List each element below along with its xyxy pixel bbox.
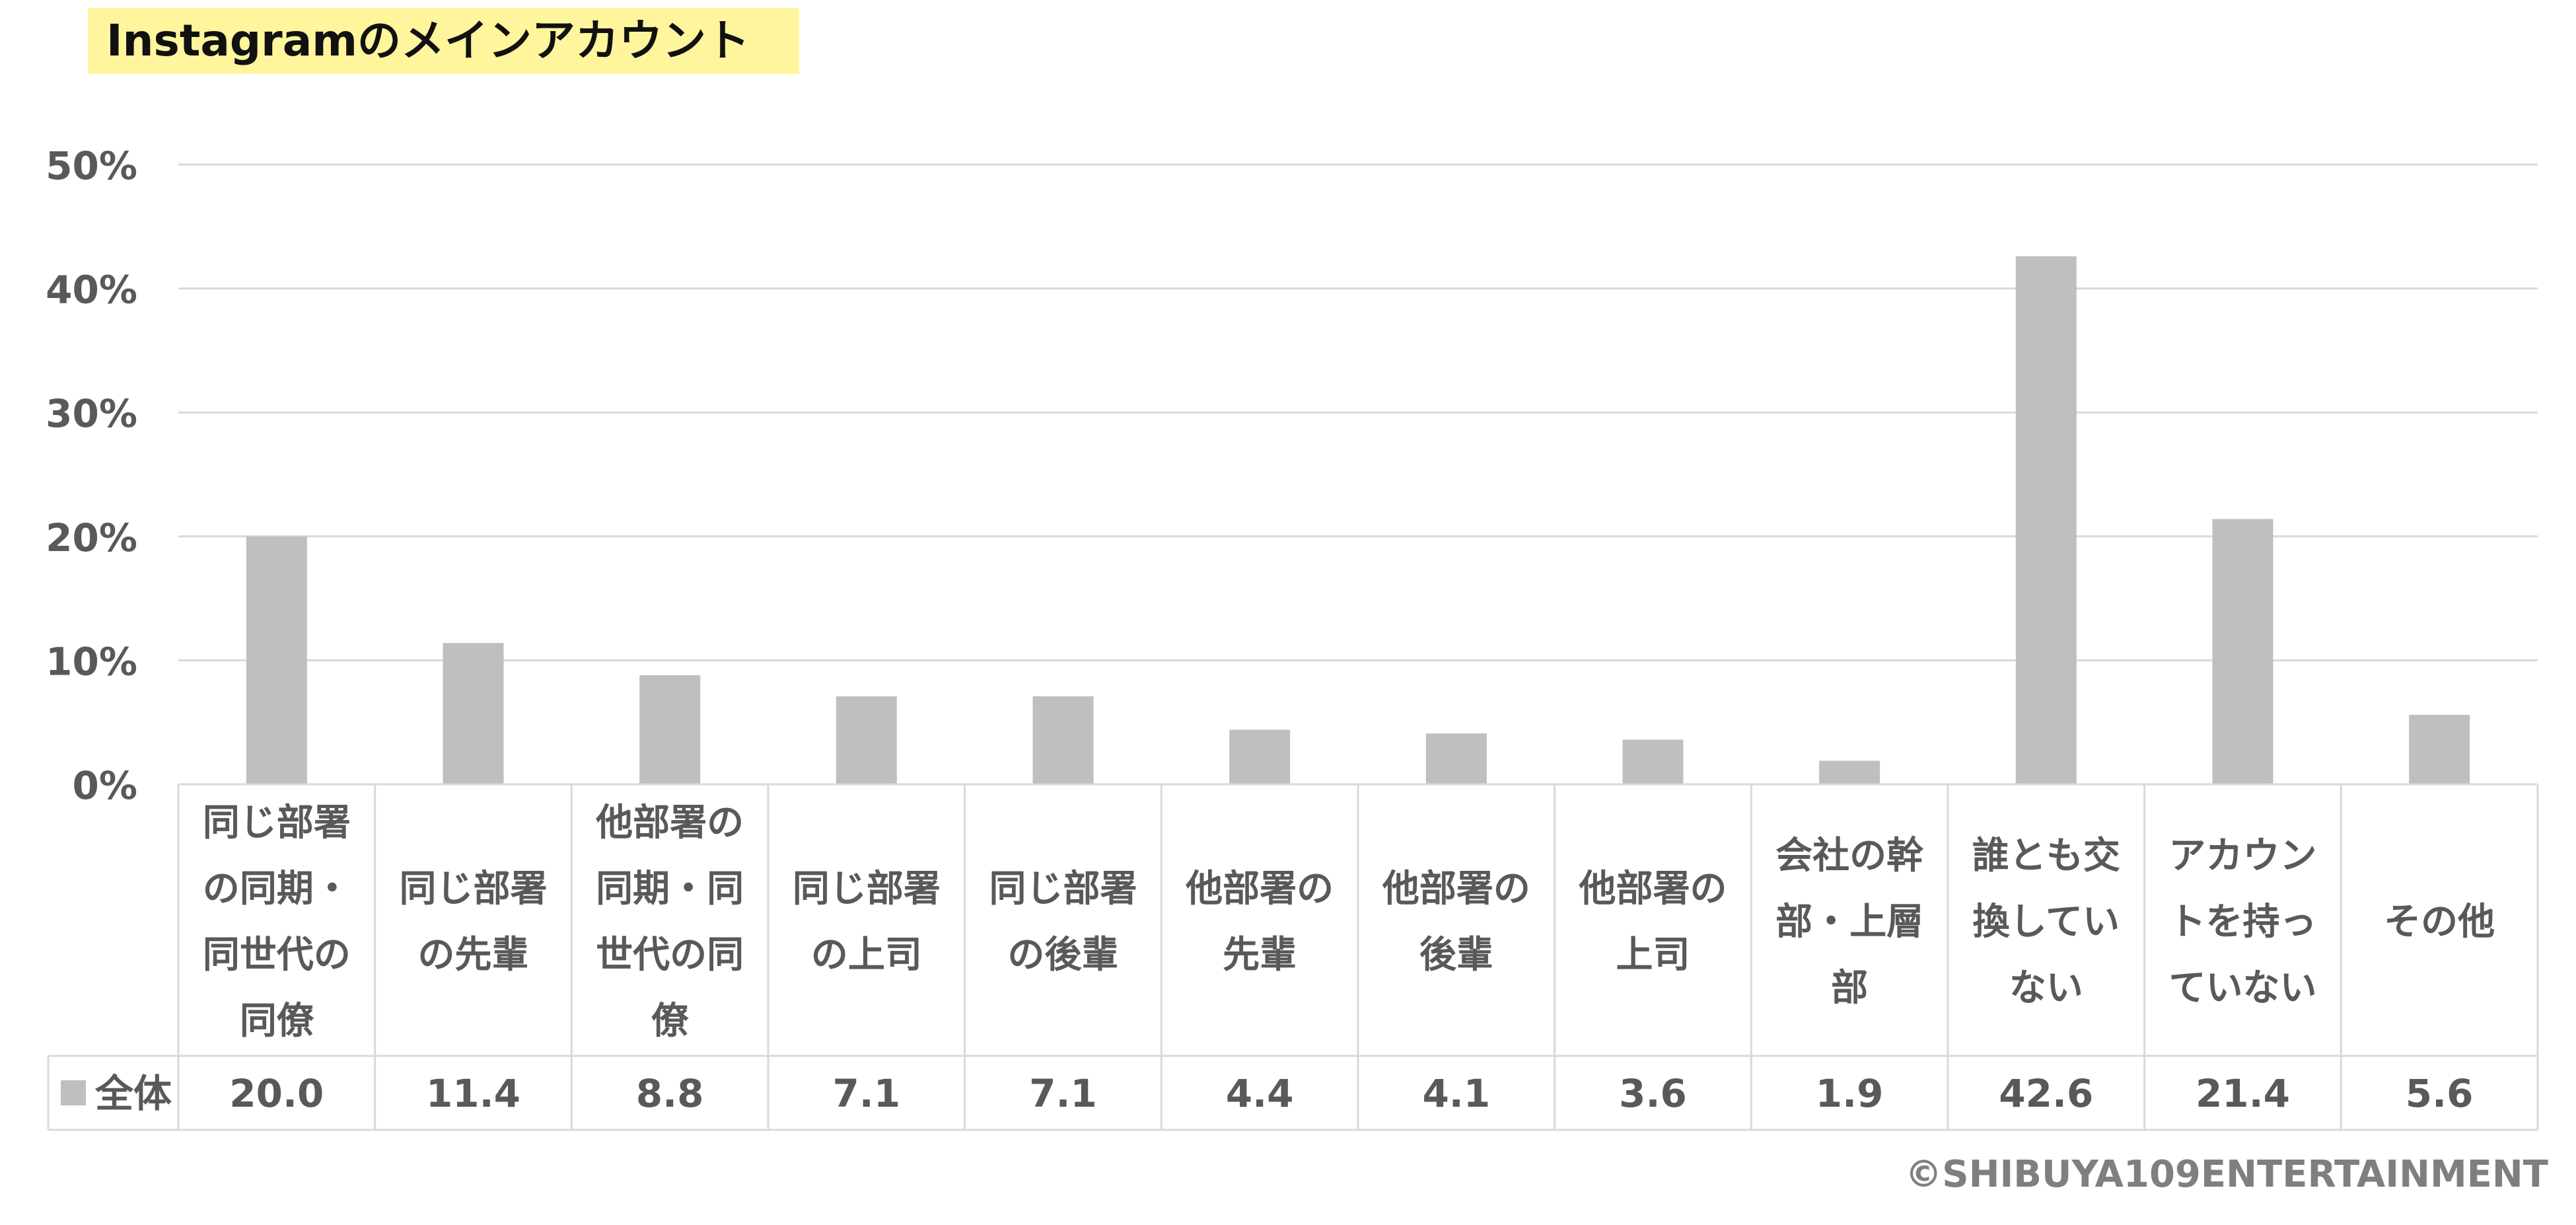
legend-label: 全体	[94, 1071, 172, 1116]
data-value: 20.0	[229, 1071, 324, 1116]
bar	[639, 675, 701, 784]
category-label: 同じ部署の先輩	[400, 868, 548, 977]
category-label: 誰とも交換していない	[1972, 835, 2120, 1010]
bar	[246, 536, 307, 784]
data-value: 5.6	[2406, 1071, 2474, 1116]
bar	[1622, 739, 1684, 784]
category-label: その他	[2384, 901, 2495, 944]
bar	[2212, 519, 2273, 784]
data-value: 1.9	[1816, 1071, 1884, 1116]
category-label: 他部署の後輩	[1382, 868, 1530, 977]
data-value: 4.1	[1422, 1071, 1490, 1116]
data-table: 同じ部署の同期・同世代の同僚同じ部署の先輩他部署の同期・同世代の同僚同じ部署の上…	[47, 783, 2539, 1131]
category-label: 他部署の上司	[1579, 868, 1727, 977]
bar	[1425, 733, 1487, 784]
category-label: 他部署の先輩	[1185, 868, 1334, 977]
bars	[246, 256, 2470, 785]
data-value: 7.1	[832, 1071, 900, 1116]
category-label: 同じ部署の同期・同世代の同僚	[203, 801, 351, 1043]
bar	[1819, 761, 1880, 784]
data-value: 42.6	[1999, 1071, 2093, 1116]
bar	[1229, 729, 1291, 784]
data-value: 11.4	[426, 1071, 520, 1116]
bar	[836, 696, 897, 784]
data-value: 4.4	[1226, 1071, 1294, 1116]
gridlines	[178, 163, 2538, 661]
y-axis-ticks: 0% 10% 20% 30% 40% 50%	[46, 143, 137, 808]
y-tick-label: 40%	[46, 268, 137, 313]
bar	[1032, 696, 1094, 784]
data-value: 7.1	[1029, 1071, 1097, 1116]
y-tick-label: 10%	[46, 639, 137, 684]
y-tick-label: 20%	[46, 515, 137, 560]
category-label: 同じ部署の後輩	[989, 868, 1137, 977]
chart-title: Instagramのメインアカウント	[88, 8, 799, 74]
category-label: 他部署の同期・同世代の同僚	[595, 801, 744, 1043]
data-value: 8.8	[636, 1071, 704, 1116]
bar	[2015, 256, 2077, 785]
y-tick-label: 50%	[46, 143, 137, 188]
category-label: 同じ部署の上司	[793, 868, 941, 977]
category-label: アカウントを持っていない	[2169, 835, 2317, 1010]
data-value: 21.4	[2196, 1071, 2290, 1116]
y-tick-label: 0%	[73, 763, 137, 808]
legend-swatch	[61, 1080, 86, 1105]
category-label: 会社の幹部・上層部	[1775, 835, 1924, 1010]
bar	[443, 643, 504, 784]
bar	[2409, 714, 2470, 784]
y-tick-label: 30%	[46, 391, 137, 436]
data-value: 3.6	[1619, 1071, 1687, 1116]
copyright-text: ©SHIBUYA109ENTERTAINMENT	[1905, 1153, 2548, 1196]
